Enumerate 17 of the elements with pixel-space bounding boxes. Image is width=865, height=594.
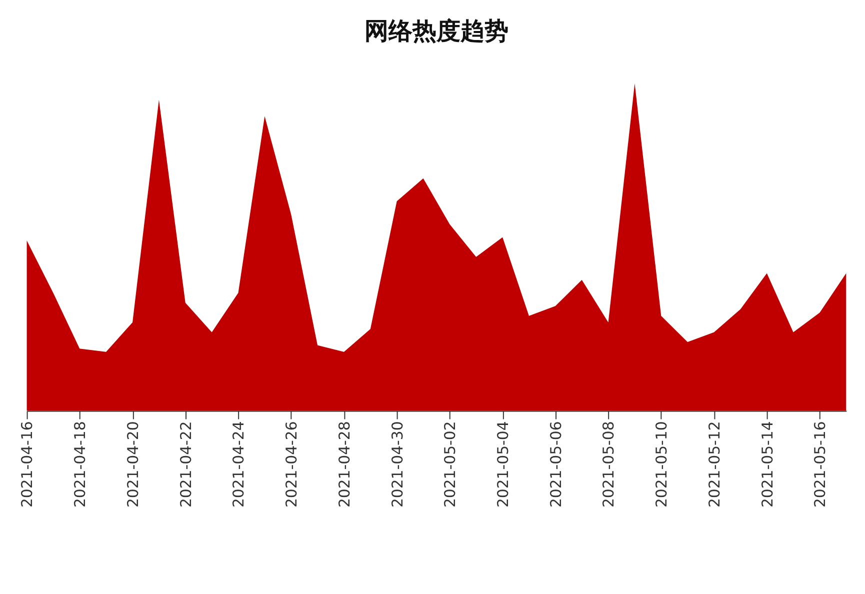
x-tick-label: 2021-05-10 (652, 421, 671, 508)
x-tick-label: 2021-05-12 (705, 421, 724, 508)
x-tick-label: 2021-04-20 (124, 421, 142, 508)
x-tick-label: 2021-04-22 (176, 421, 195, 508)
x-tick-label: 2021-04-18 (71, 421, 90, 508)
x-tick-label: 2021-05-08 (600, 421, 618, 508)
chart-title: 网络热度趋势 (364, 16, 508, 45)
x-tick-label: 2021-04-24 (230, 421, 248, 508)
x-tick-label: 2021-05-02 (441, 421, 460, 508)
x-tick-label: 2021-04-28 (335, 421, 354, 508)
x-tick-label: 2021-05-14 (758, 421, 776, 508)
x-tick-label: 2021-05-16 (811, 421, 830, 508)
x-tick-label: 2021-04-16 (18, 421, 36, 508)
x-tick-label: 2021-05-04 (494, 421, 512, 508)
x-tick-label: 2021-05-06 (546, 421, 565, 508)
x-tick-label: 2021-04-26 (282, 421, 301, 508)
x-tick-label: 2021-04-30 (388, 421, 406, 508)
